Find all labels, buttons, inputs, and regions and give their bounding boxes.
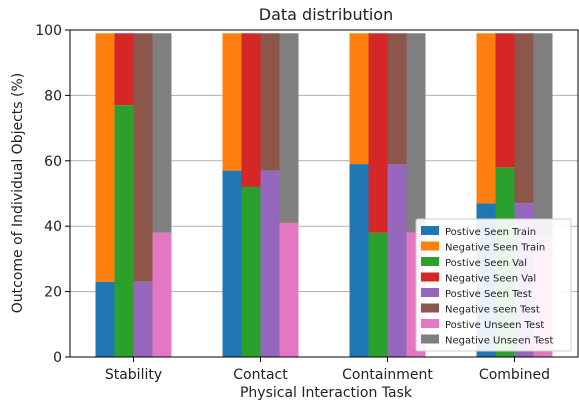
axes bbox=[65, 29, 579, 362]
legend-swatch bbox=[421, 226, 439, 235]
bar-segment bbox=[349, 33, 369, 165]
y-tick-label: 40 bbox=[44, 219, 62, 235]
bar-segment bbox=[260, 170, 280, 357]
bar-segment bbox=[95, 281, 115, 357]
y-tick-labels: 0 20 40 60 80 100 bbox=[35, 23, 62, 366]
bar-segment bbox=[279, 33, 299, 223]
bar-segment bbox=[114, 105, 134, 358]
bar-segment bbox=[387, 33, 407, 165]
y-tick-label: 20 bbox=[44, 285, 62, 301]
bar-segment bbox=[514, 33, 534, 204]
bar-segment bbox=[241, 186, 261, 357]
bar-segment bbox=[279, 222, 299, 357]
y-tick-label: 60 bbox=[44, 154, 62, 170]
legend-swatch bbox=[421, 334, 439, 344]
bar-segment bbox=[406, 33, 426, 233]
y-tick-label: 0 bbox=[53, 350, 62, 366]
legend-swatch bbox=[421, 288, 439, 297]
bar-segment bbox=[533, 33, 553, 237]
legend: Postive Seen Train Negative Seen Train Pos… bbox=[415, 218, 572, 352]
legend-label: Negative seen Test bbox=[445, 305, 540, 316]
legend-box bbox=[415, 218, 572, 352]
bar-segment bbox=[387, 164, 407, 357]
bar-segment bbox=[368, 33, 388, 233]
legend-label: Postive Unseen Test bbox=[445, 320, 544, 331]
y-tick-label: 100 bbox=[35, 23, 62, 39]
bar-segment bbox=[349, 164, 369, 357]
y-axis-title: Outcome of Individual Objects (%) bbox=[10, 73, 26, 314]
bar-segment bbox=[222, 33, 242, 171]
legend-swatch bbox=[421, 257, 439, 266]
bar-segment bbox=[241, 33, 261, 187]
x-tick-label: Contact bbox=[233, 367, 288, 383]
chart-title: Data distribution bbox=[259, 5, 393, 24]
legend-swatch bbox=[421, 241, 439, 251]
plot-frame bbox=[69, 29, 579, 358]
bar-segment bbox=[368, 232, 388, 357]
legend-swatch bbox=[421, 272, 439, 282]
bar-segment bbox=[95, 33, 115, 282]
bar-segment bbox=[260, 33, 280, 171]
bar-segment bbox=[133, 33, 153, 282]
bar-segment bbox=[133, 281, 153, 357]
legend-label: Negative Unseen Test bbox=[445, 336, 554, 347]
legend-swatch bbox=[421, 303, 439, 313]
y-tick-label: 80 bbox=[44, 88, 62, 104]
x-axis-title: Physical Interaction Task bbox=[240, 385, 413, 401]
x-tick-label: Containment bbox=[342, 367, 433, 383]
bar-segment bbox=[222, 170, 242, 357]
x-tick-label: Stability bbox=[105, 367, 162, 383]
bar-segment bbox=[495, 33, 515, 168]
legend-swatch bbox=[421, 319, 439, 328]
bar-segment bbox=[152, 33, 172, 233]
legend-label: Postive Seen Train bbox=[445, 227, 536, 238]
x-tick-label: Combined bbox=[479, 367, 550, 383]
bar-segment bbox=[476, 33, 496, 204]
x-tick-labels: Stability Contact Containment Combined bbox=[105, 367, 550, 383]
legend-label: Postive Seen Test bbox=[445, 289, 532, 300]
legend-label: Postive Seen Val bbox=[445, 258, 527, 269]
legend-label: Negative Seen Train bbox=[445, 243, 545, 254]
bar-segment bbox=[152, 232, 172, 357]
bar-segment bbox=[114, 33, 134, 106]
legend-label: Negative Seen Val bbox=[445, 274, 536, 285]
